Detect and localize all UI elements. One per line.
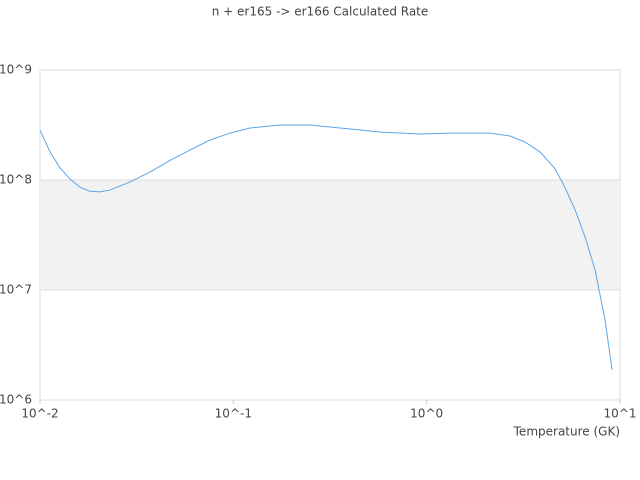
y-tick-label: 10^9 [0,63,32,77]
x-tick-label: 10^0 [410,407,443,421]
y-tick-label: 10^8 [0,173,32,187]
x-axis-label: Temperature (GK) [513,425,620,439]
x-tick-label: 10^1 [604,407,637,421]
data-line [39,124,613,370]
y-tick-label: 10^7 [0,283,32,297]
grid-band [40,180,620,290]
x-tick-label: 10^-2 [21,407,58,421]
y-tick-label: 10^6 [0,393,32,407]
chart-title: n + er165 -> er166 Calculated Rate [212,5,429,19]
x-tick-label: 10^-1 [215,407,252,421]
